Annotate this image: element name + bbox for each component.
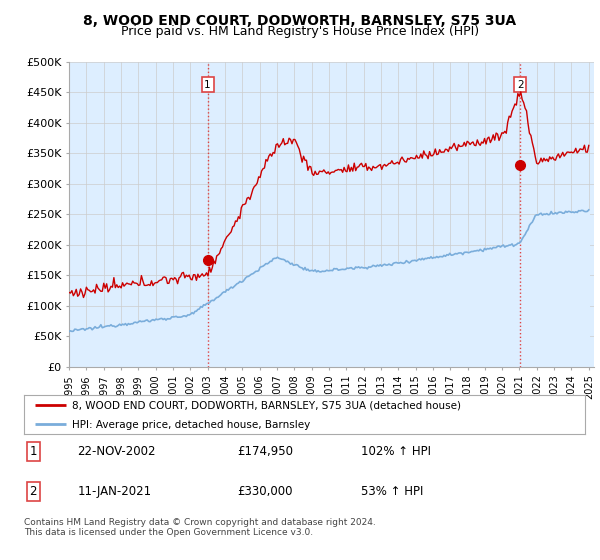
Text: £174,950: £174,950 [237, 445, 293, 459]
Text: 22-NOV-2002: 22-NOV-2002 [77, 445, 156, 459]
Text: HPI: Average price, detached house, Barnsley: HPI: Average price, detached house, Barn… [71, 419, 310, 430]
Text: Contains HM Land Registry data © Crown copyright and database right 2024.
This d: Contains HM Land Registry data © Crown c… [24, 518, 376, 538]
Text: 8, WOOD END COURT, DODWORTH, BARNSLEY, S75 3UA: 8, WOOD END COURT, DODWORTH, BARNSLEY, S… [83, 14, 517, 28]
Text: 53% ↑ HPI: 53% ↑ HPI [361, 485, 423, 498]
Text: 1: 1 [29, 445, 37, 459]
Text: 2: 2 [517, 80, 524, 90]
Text: 8, WOOD END COURT, DODWORTH, BARNSLEY, S75 3UA (detached house): 8, WOOD END COURT, DODWORTH, BARNSLEY, S… [71, 401, 461, 411]
Text: Price paid vs. HM Land Registry's House Price Index (HPI): Price paid vs. HM Land Registry's House … [121, 25, 479, 38]
Text: £330,000: £330,000 [237, 485, 293, 498]
Text: 2: 2 [29, 485, 37, 498]
Text: 11-JAN-2021: 11-JAN-2021 [77, 485, 151, 498]
Text: 1: 1 [205, 80, 211, 90]
Text: 102% ↑ HPI: 102% ↑ HPI [361, 445, 431, 459]
